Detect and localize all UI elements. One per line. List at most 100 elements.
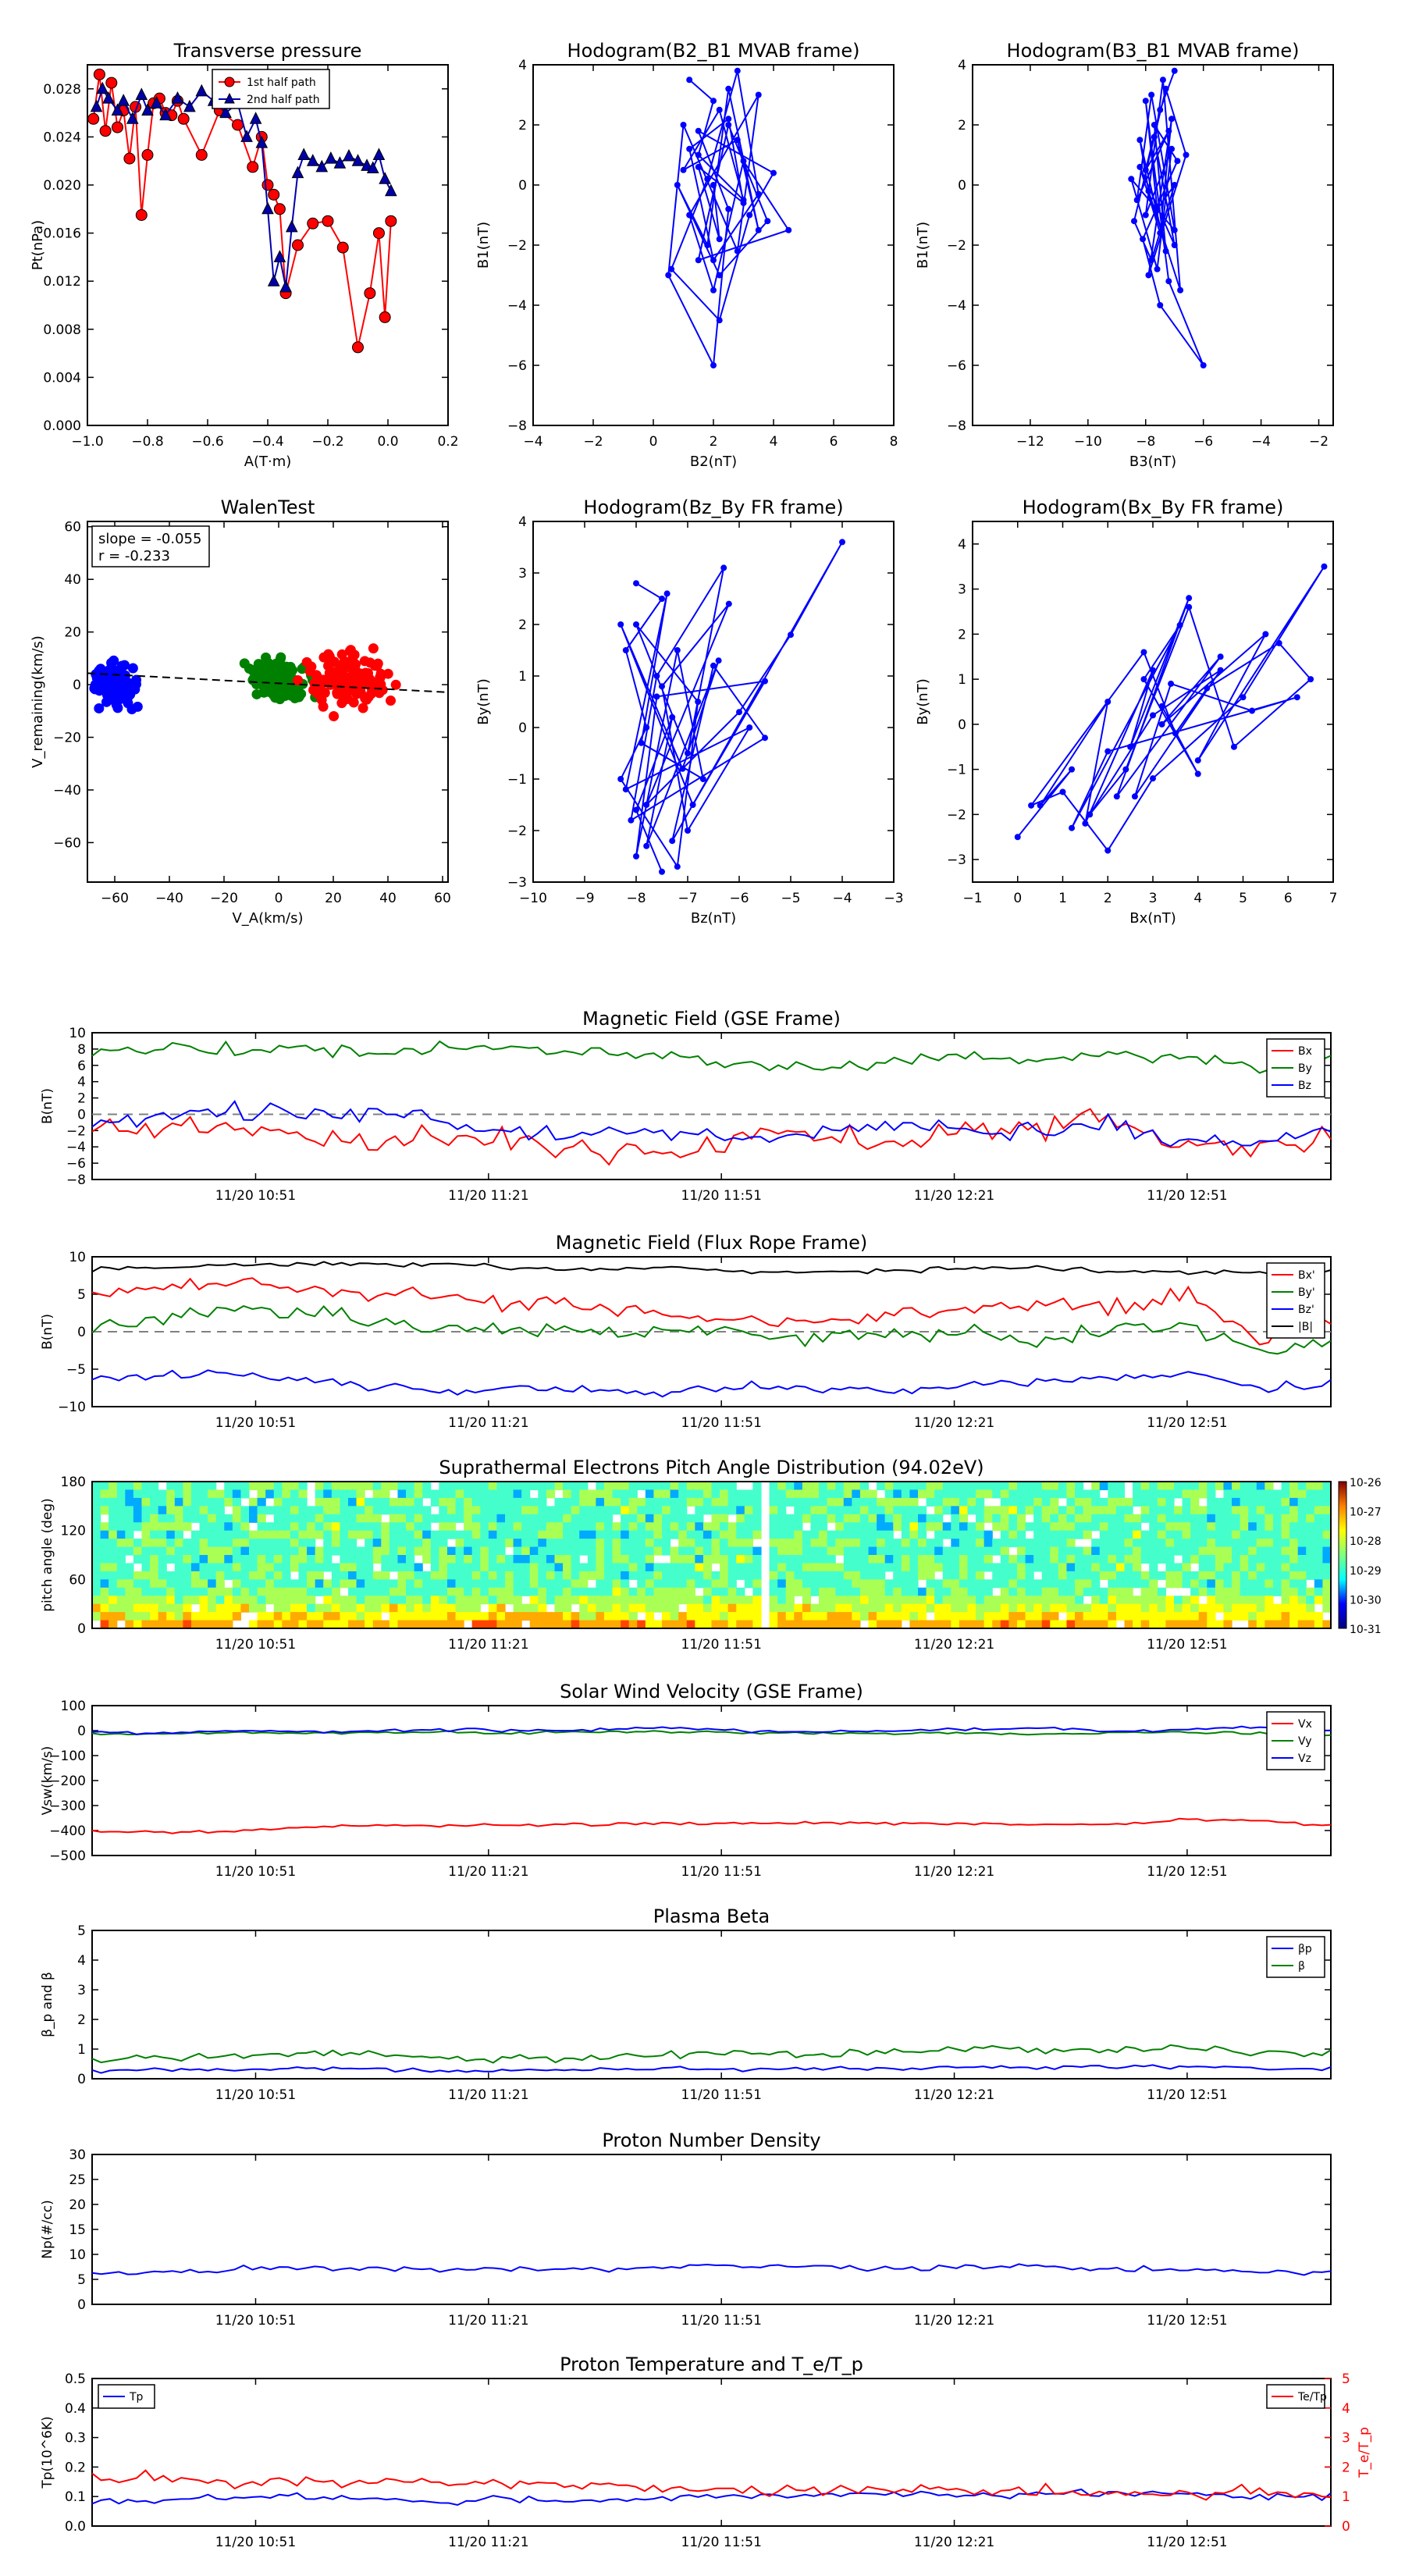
heatmap-cell — [752, 1506, 762, 1515]
heatmap-cell — [720, 1522, 729, 1532]
heatmap-cell — [1289, 1482, 1299, 1491]
heatmap-cell — [702, 1489, 713, 1499]
heatmap-cell — [653, 1571, 663, 1580]
heatmap-cell — [1248, 1603, 1257, 1613]
heatmap-cell — [1248, 1579, 1257, 1589]
heatmap-cell — [1083, 1546, 1092, 1556]
series-line — [91, 2044, 1332, 2064]
data-point — [141, 149, 154, 161]
heatmap-cell — [406, 1579, 415, 1589]
heatmap-cell — [496, 1539, 506, 1548]
x-tick-label: 3 — [1149, 891, 1158, 906]
heatmap-cell — [1025, 1612, 1034, 1621]
heatmap-cell — [976, 1489, 985, 1499]
heatmap-cell — [240, 1482, 250, 1491]
heatmap-cell — [951, 1571, 960, 1580]
heatmap-cell — [496, 1555, 506, 1564]
heatmap-cell — [1099, 1620, 1108, 1629]
heatmap-cell — [1115, 1522, 1126, 1532]
heatmap-cell — [901, 1563, 911, 1572]
heatmap-cell — [108, 1555, 118, 1564]
heatmap-cell — [810, 1506, 820, 1515]
scatter-point — [340, 659, 351, 670]
series-line — [92, 74, 392, 348]
heatmap-cell — [868, 1489, 877, 1499]
x-tick-label: 11/20 11:51 — [681, 2535, 762, 2550]
heatmap-cell — [446, 1482, 457, 1491]
heatmap-cell — [727, 1603, 737, 1613]
heatmap-cell — [662, 1620, 671, 1629]
plot-frame — [532, 521, 895, 883]
heatmap-cell — [529, 1555, 539, 1564]
heatmap-cell — [1000, 1506, 1009, 1515]
heatmap-cell — [1240, 1563, 1249, 1572]
heatmap-cell — [1124, 1514, 1133, 1523]
y-tick-label: 20 — [69, 2197, 86, 2213]
heatmap-cell — [446, 1514, 457, 1523]
heatmap-cell — [340, 1612, 349, 1621]
heatmap-cell — [926, 1587, 935, 1596]
heatmap-cell — [257, 1612, 266, 1621]
heatmap-cell — [190, 1563, 201, 1572]
heatmap-cell — [1215, 1603, 1225, 1613]
heatmap-cell — [702, 1539, 713, 1548]
heatmap-cell — [1133, 1489, 1142, 1499]
heatmap-cell — [529, 1620, 539, 1629]
data-point — [1113, 793, 1120, 800]
heatmap-cell — [686, 1579, 695, 1589]
heatmap-cell — [1058, 1596, 1068, 1605]
heatmap-cell — [108, 1506, 118, 1515]
heatmap-cell — [603, 1587, 614, 1596]
heatmap-cell — [819, 1620, 828, 1629]
heatmap-cell — [984, 1489, 993, 1499]
x-tick-label: 11/20 10:51 — [215, 2535, 296, 2550]
chart-tp: Proton Temperature and T_e/T_p0.00.10.20… — [40, 2354, 1372, 2550]
heatmap-cell — [1058, 1620, 1068, 1629]
heatmap-cell — [513, 1612, 522, 1621]
heatmap-cell — [323, 1539, 333, 1548]
heatmap-cell — [1041, 1612, 1051, 1621]
heatmap-cell — [984, 1555, 993, 1564]
heatmap-cell — [464, 1571, 473, 1580]
x-tick-label: −8 — [626, 891, 646, 906]
data-point — [1128, 176, 1135, 183]
heatmap-cell — [315, 1620, 324, 1629]
heatmap-cell — [1215, 1620, 1225, 1629]
heatmap-cell — [884, 1546, 894, 1556]
heatmap-cell — [529, 1522, 539, 1532]
heatmap-cell — [513, 1603, 522, 1613]
heatmap-cell — [422, 1522, 432, 1532]
heatmap-cell — [1041, 1506, 1051, 1515]
heatmap-cell — [1108, 1497, 1117, 1507]
heatmap-cell — [1322, 1587, 1332, 1596]
heatmap-cell — [282, 1571, 291, 1580]
heatmap-cell — [208, 1563, 217, 1572]
heatmap-cell — [637, 1546, 646, 1556]
heatmap-cell — [439, 1571, 448, 1580]
heatmap-cell — [298, 1587, 308, 1596]
heatmap-cell — [298, 1563, 308, 1572]
series-line — [91, 1730, 1332, 1737]
heatmap-cell — [455, 1571, 464, 1580]
heatmap-cell — [794, 1497, 803, 1507]
heatmap-cell — [1075, 1571, 1084, 1580]
heatmap-cell — [563, 1539, 572, 1548]
heatmap-cell — [108, 1539, 118, 1548]
heatmap-cell — [1025, 1506, 1034, 1515]
heatmap-cell — [133, 1482, 143, 1491]
heatmap-cell — [1140, 1603, 1150, 1613]
heatmap-cell — [356, 1612, 365, 1621]
legend-label: β — [1298, 1960, 1305, 1973]
heatmap-cell — [992, 1482, 1001, 1491]
heatmap-cell — [1232, 1579, 1241, 1589]
heatmap-cell — [621, 1596, 630, 1605]
heatmap-cell — [810, 1563, 820, 1572]
y-tick-label: −20 — [53, 731, 81, 746]
heatmap-cell — [430, 1612, 439, 1621]
heatmap-cell — [959, 1596, 969, 1605]
heatmap-cell — [455, 1620, 464, 1629]
heatmap-cell — [215, 1489, 225, 1499]
scatter-point — [254, 667, 265, 678]
heatmap-cell — [1115, 1514, 1126, 1523]
heatmap-cell — [835, 1482, 845, 1491]
